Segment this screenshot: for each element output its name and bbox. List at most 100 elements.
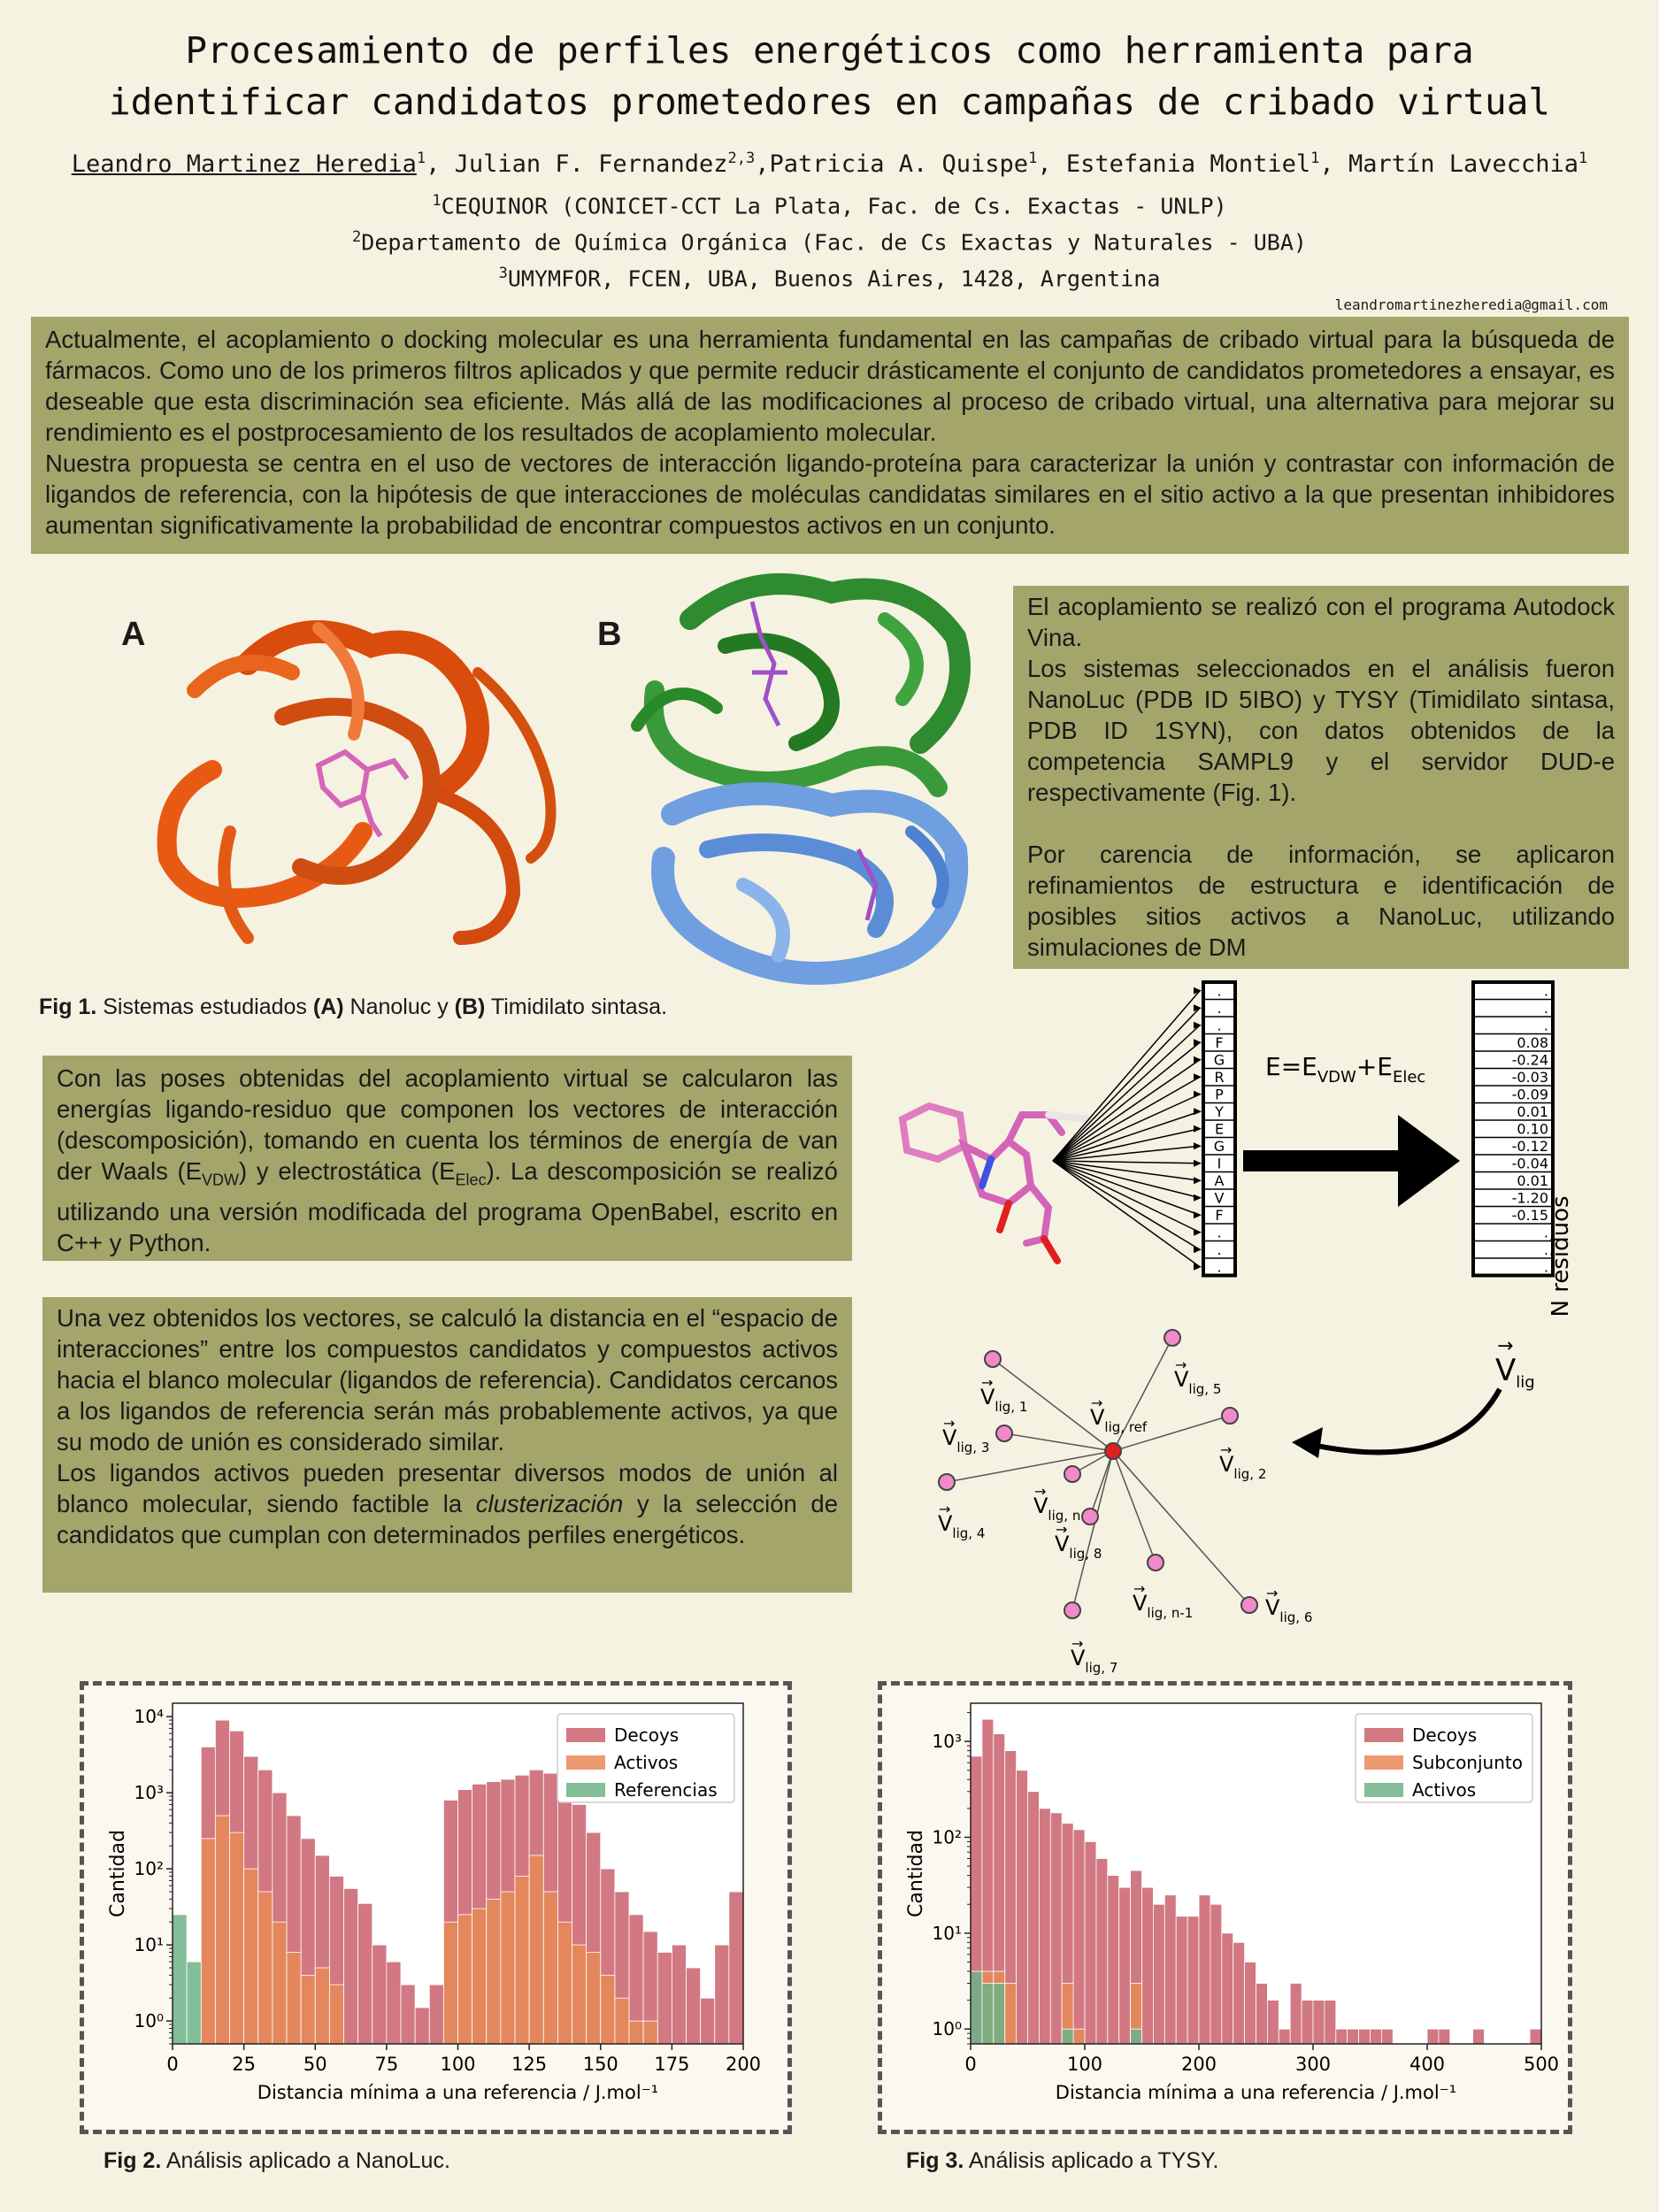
x-tick-label: 150 [583,2054,618,2075]
y-tick-label: 10⁰ [933,2018,962,2039]
fig1-caption-a: (A) [312,995,344,1019]
residue-arrow [1052,1110,1201,1162]
histogram-bar [528,1855,544,2045]
ligand-node-letter: V [1265,1595,1280,1620]
residue-arrow-head [1194,1211,1202,1219]
ligand-node-label: Vlig, 2 [1219,1452,1266,1482]
author-1-sup: 1 [416,150,426,167]
residue-arrow [1052,1145,1201,1162]
docking-paragraph-1: El acoplamiento se realizó con el progra… [1027,593,1615,651]
ligand-node-sub: lig, 8 [1069,1546,1102,1562]
value-column-frame [1471,980,1555,1278]
residue-arrow [1052,1160,1201,1250]
value-cell: . [1544,1018,1548,1034]
histogram-bar [372,1944,388,2045]
ligand-vector-arrow: → [1266,1585,1278,1601]
residue-arrow-head [1194,987,1202,995]
docking-paragraph-3: Por carencia de información, se aplicaro… [1027,841,1615,961]
transform-arrow-head [1398,1115,1460,1207]
x-tick-label: 300 [1295,2054,1331,2075]
histogram-bar [1198,1894,1211,2045]
protein-a-image [157,620,557,945]
vlig-label: Vlig [1495,1353,1535,1392]
residue-arrow [1052,1041,1201,1162]
decomp-sub-elec: Elec [455,1171,487,1189]
legend-entry: Decoys [1412,1724,1477,1746]
histogram-bar [586,1952,602,2045]
histogram-bar [657,1952,672,2045]
author-5-sup: 1 [1578,150,1588,167]
residue-cell: . [1217,1225,1221,1241]
fig1-label-a: A [121,616,146,653]
x-tick-label: 200 [726,2054,761,2075]
histogram-bar [357,1902,373,2045]
ligand-node [938,1473,956,1491]
value-cell: . [1544,1259,1548,1276]
ligand-node-sub: lig, 5 [1188,1381,1221,1397]
histogram-bar [1175,1916,1188,2045]
value-cell: -0.15 [1512,1207,1548,1224]
value-cell: -0.03 [1512,1069,1548,1086]
histogram-bar [1529,2028,1542,2045]
residue-cell: . [1217,1018,1221,1034]
histogram-bar [500,1891,516,2045]
author-3-sup: 1 [1028,150,1038,167]
x-tick-label: 400 [1409,2054,1445,2075]
histogram-bar [1301,2000,1314,2045]
histogram-bar [614,1997,630,2045]
author-4-sup: 1 [1310,150,1320,167]
ligand-node-sub: lig, 1 [995,1399,1027,1415]
transform-arrow-shaft [1243,1150,1420,1171]
ligand-node-sub: lig, 4 [952,1525,985,1541]
histogram-bar [1210,1903,1223,2045]
histogram-bar [1084,1841,1097,2045]
decomp-sub-vdw: VDW [202,1171,240,1189]
residue-arrow [1052,1160,1201,1233]
y-tick-label: 10² [933,1826,962,1847]
histogram-bar [981,1983,995,2045]
legend-entry: Subconjunto [1412,1752,1523,1773]
x-tick-label: 75 [375,2054,399,2075]
histogram-bar [1426,2028,1440,2045]
residue-cell: . [1217,1259,1221,1276]
residue-cell: I [1217,1156,1222,1172]
histogram-bar [486,1898,502,2045]
histogram-bar [542,1891,558,2045]
ligand-vector-arrow: → [1056,1521,1067,1538]
ligand-vector-arrow: → [1175,1356,1187,1373]
residue-arrow [1052,1160,1201,1216]
y-tick-label: 10¹ [134,1934,164,1955]
author-3: Patricia A. Quispe [769,150,1029,178]
residue-arrow-head [1194,1177,1202,1185]
x-tick-label: 25 [232,2054,256,2075]
histogram-bar [1256,1983,1268,2045]
histogram-bar [186,1961,202,2045]
residue-arrow-head [1194,1073,1202,1081]
ligand-vector-arrow: → [1133,1580,1145,1597]
intro-box: Actualmente, el acoplamiento o docking m… [31,317,1629,554]
histogram-bar [300,1974,316,2045]
legend-entry: Referencias [614,1779,718,1801]
ligand-node-letter: V [1133,1591,1148,1616]
histogram-bar [414,2007,430,2045]
affiliation-1-text: CEQUINOR (CONICET-CCT La Plata, Fac. de … [441,193,1227,219]
y-tick-label: 10³ [933,1731,962,1752]
contact-email[interactable]: leandromartinezheredia@gmail.com [1334,296,1608,313]
histogram-bar [728,1891,744,2045]
ligand-network: Vlig, 1→ Vlig, 5→Vlig, 3→Vlig, 2→Vlig, 4→… [938,1329,1312,1676]
fig2-caption: Fig 2. Análisis aplicado a NanoLuc. [104,2148,450,2174]
x-tick-label: 125 [511,2054,547,2075]
legend-swatch [566,1755,605,1770]
residue-arrow-head [1194,1108,1202,1116]
histogram-bar [572,1944,588,2045]
value-cell: -1.20 [1512,1190,1548,1207]
value-cell: . [1544,1000,1548,1017]
residue-arrow [1052,1160,1201,1199]
x-tick-label: 100 [1067,2054,1102,2075]
histogram-bar [1358,2028,1371,2045]
affiliation-1: 1CEQUINOR (CONICET-CCT La Plata, Fac. de… [0,186,1659,221]
x-tick-label: 50 [303,2054,327,2075]
histogram-bar [1278,2028,1291,2045]
fig1-caption-text-2: Nanoluc y [343,995,455,1019]
